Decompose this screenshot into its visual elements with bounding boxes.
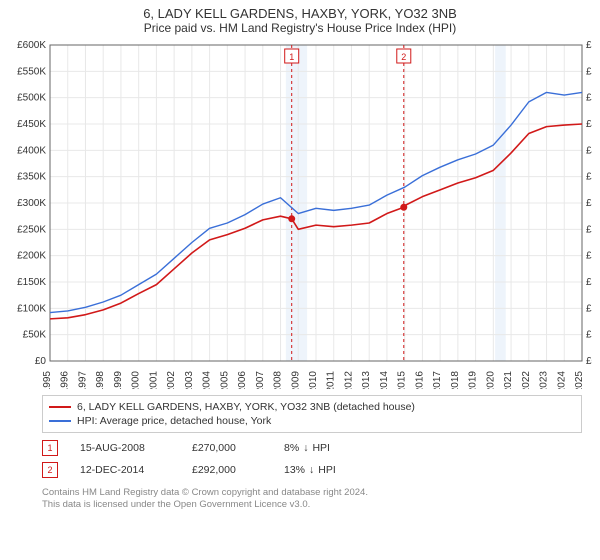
legend-label: HPI: Average price, detached house, York [77, 415, 271, 427]
events-table: 1 15-AUG-2008 £270,000 8% HPI 2 12-DEC-2… [42, 437, 582, 481]
legend-swatch [49, 420, 71, 422]
line-chart: £0 £0 £50K £50K £100K £100K £150K £150K £200K £20… [8, 39, 592, 389]
svg-text:2002: 2002 [166, 371, 177, 389]
svg-text:2006: 2006 [237, 371, 248, 389]
svg-text:2004: 2004 [202, 371, 213, 389]
footer-line: This data is licensed under the Open Gov… [42, 499, 582, 511]
svg-text:£100K: £100K [586, 303, 592, 314]
arrow-down-icon [303, 442, 308, 454]
svg-text:1: 1 [289, 52, 294, 62]
svg-text:2: 2 [401, 52, 406, 62]
svg-text:1996: 1996 [60, 371, 71, 389]
svg-text:2025: 2025 [574, 371, 585, 389]
svg-text:2018: 2018 [450, 371, 461, 389]
svg-text:£500K: £500K [17, 93, 46, 104]
svg-text:£100K: £100K [17, 303, 46, 314]
svg-text:£500K: £500K [586, 93, 592, 104]
svg-text:2003: 2003 [184, 371, 195, 389]
legend-item: HPI: Average price, detached house, York [49, 414, 575, 428]
svg-text:£200K: £200K [586, 251, 592, 262]
event-row: 2 12-DEC-2014 £292,000 13% HPI [42, 459, 582, 481]
svg-text:1999: 1999 [113, 371, 124, 389]
chart-container: 6, LADY KELL GARDENS, HAXBY, YORK, YO32 … [0, 0, 600, 560]
svg-text:2012: 2012 [343, 371, 354, 389]
svg-text:1995: 1995 [42, 371, 53, 389]
svg-text:2013: 2013 [361, 371, 372, 389]
svg-text:£450K: £450K [17, 119, 46, 130]
svg-text:£150K: £150K [17, 277, 46, 288]
svg-text:£550K: £550K [17, 66, 46, 77]
event-marker-icon: 2 [42, 462, 58, 478]
svg-text:£150K: £150K [586, 277, 592, 288]
arrow-down-icon [309, 464, 314, 476]
svg-text:1998: 1998 [95, 371, 106, 389]
svg-text:£600K: £600K [17, 40, 46, 51]
svg-text:£350K: £350K [17, 172, 46, 183]
svg-text:£250K: £250K [586, 224, 592, 235]
svg-text:£600K: £600K [586, 40, 592, 51]
svg-text:2020: 2020 [485, 371, 496, 389]
svg-text:2015: 2015 [397, 371, 408, 389]
svg-text:£50K: £50K [586, 330, 592, 341]
svg-text:2009: 2009 [290, 371, 301, 389]
svg-text:£400K: £400K [586, 145, 592, 156]
svg-text:£300K: £300K [17, 198, 46, 209]
svg-text:2011: 2011 [326, 371, 337, 389]
legend: 6, LADY KELL GARDENS, HAXBY, YORK, YO32 … [42, 395, 582, 433]
svg-text:£350K: £350K [586, 172, 592, 183]
event-price: £270,000 [192, 442, 262, 454]
svg-text:£250K: £250K [17, 224, 46, 235]
svg-text:£400K: £400K [17, 145, 46, 156]
legend-label: 6, LADY KELL GARDENS, HAXBY, YORK, YO32 … [77, 401, 415, 413]
svg-text:£50K: £50K [23, 330, 47, 341]
svg-text:£0: £0 [35, 356, 47, 367]
svg-text:2021: 2021 [503, 371, 514, 389]
svg-text:2024: 2024 [556, 371, 567, 389]
event-diff: 8% HPI [284, 442, 330, 454]
svg-text:£0: £0 [586, 356, 592, 367]
event-row: 1 15-AUG-2008 £270,000 8% HPI [42, 437, 582, 459]
svg-text:1997: 1997 [77, 371, 88, 389]
chart-title: 6, LADY KELL GARDENS, HAXBY, YORK, YO32 … [0, 0, 600, 21]
svg-text:2007: 2007 [255, 371, 266, 389]
svg-text:£550K: £550K [586, 66, 592, 77]
svg-text:2019: 2019 [468, 371, 479, 389]
event-date: 15-AUG-2008 [80, 442, 170, 454]
svg-text:2005: 2005 [219, 371, 230, 389]
svg-text:£200K: £200K [17, 251, 46, 262]
svg-text:2014: 2014 [379, 371, 390, 389]
svg-text:£450K: £450K [586, 119, 592, 130]
svg-text:2008: 2008 [273, 371, 284, 389]
footer-line: Contains HM Land Registry data © Crown c… [42, 487, 582, 499]
svg-text:2017: 2017 [432, 371, 443, 389]
chart-area: £0 £0 £50K £50K £100K £100K £150K £150K £200K £20… [8, 39, 592, 389]
event-diff: 13% HPI [284, 464, 336, 476]
svg-text:2001: 2001 [148, 371, 159, 389]
svg-text:2010: 2010 [308, 371, 319, 389]
legend-item: 6, LADY KELL GARDENS, HAXBY, YORK, YO32 … [49, 400, 575, 414]
event-price: £292,000 [192, 464, 262, 476]
event-date: 12-DEC-2014 [80, 464, 170, 476]
svg-text:2023: 2023 [539, 371, 550, 389]
chart-subtitle: Price paid vs. HM Land Registry's House … [0, 21, 600, 39]
footer: Contains HM Land Registry data © Crown c… [42, 487, 582, 512]
legend-swatch [49, 406, 71, 408]
svg-text:£300K: £300K [586, 198, 592, 209]
svg-text:2022: 2022 [521, 371, 532, 389]
svg-text:2016: 2016 [414, 371, 425, 389]
svg-text:2000: 2000 [131, 371, 142, 389]
event-marker-icon: 1 [42, 440, 58, 456]
